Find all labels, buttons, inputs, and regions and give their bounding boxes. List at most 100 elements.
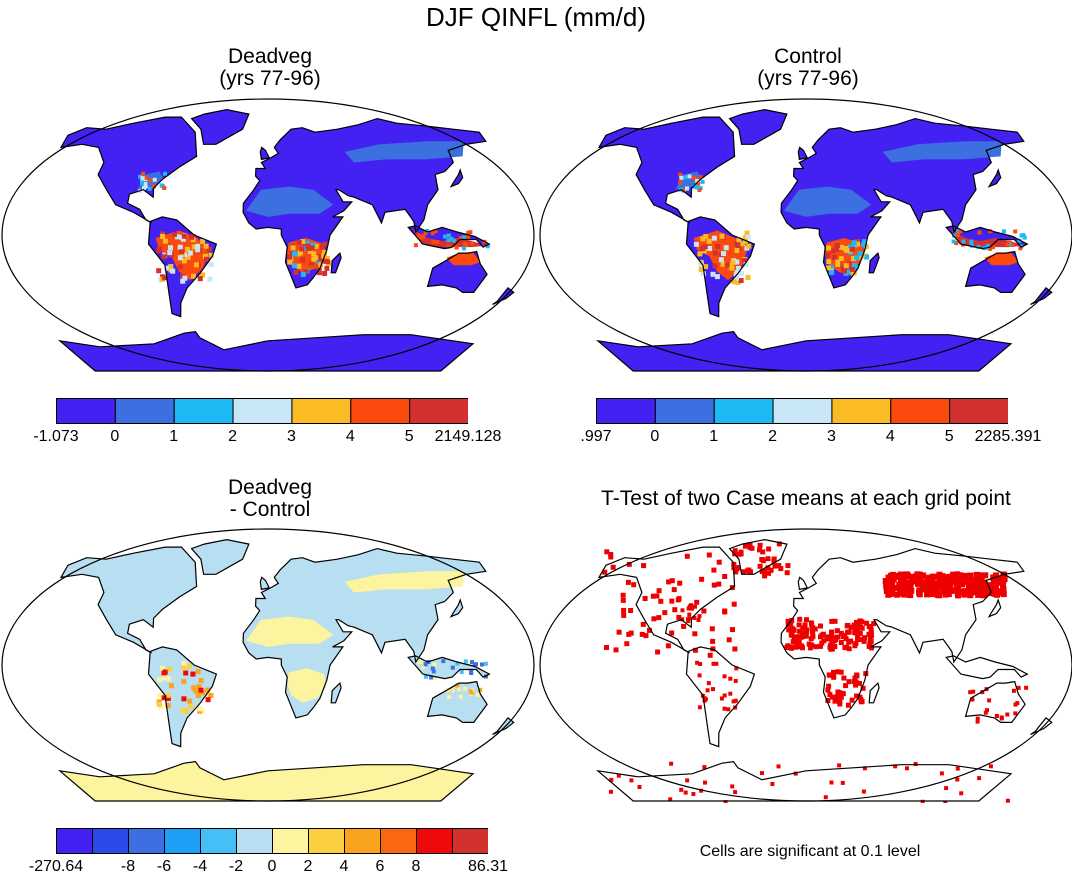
grid-cell — [157, 692, 163, 698]
grid-cell — [702, 765, 707, 770]
colorbar-box — [344, 828, 381, 854]
grid-cell — [429, 675, 434, 680]
grid-cell — [177, 264, 183, 270]
grid-cell — [835, 669, 841, 675]
colorbar-box — [291, 398, 352, 424]
grid-cell — [945, 591, 952, 598]
coastline — [987, 168, 1002, 188]
deadveg-title: Deadveg (yrs 77-96) — [10, 46, 530, 90]
coastline — [330, 251, 342, 274]
grid-cell — [908, 587, 915, 594]
grid-cell — [905, 766, 909, 771]
grid-cell — [686, 606, 691, 611]
grid-cell — [835, 262, 841, 267]
grid-cell — [292, 251, 298, 257]
grid-cell — [711, 661, 716, 666]
grid-cell — [796, 622, 802, 628]
grid-cell — [474, 662, 478, 667]
grid-cell — [760, 558, 766, 564]
grid-cell — [784, 570, 790, 576]
coastline — [597, 116, 736, 224]
grid-cell — [435, 240, 440, 245]
grid-cell — [994, 576, 1001, 583]
grid-cell — [693, 241, 699, 247]
region-sahara — [784, 186, 872, 217]
grid-cell — [746, 567, 752, 573]
land-madagascar — [869, 253, 880, 273]
grid-cell — [956, 572, 963, 579]
grid-cell — [799, 630, 805, 636]
grid-cell — [829, 641, 835, 647]
grid-cell — [697, 673, 702, 678]
grid-cell — [854, 625, 860, 631]
grid-cell — [462, 235, 467, 240]
grid-cell — [897, 590, 904, 597]
grid-cell — [143, 181, 148, 186]
grid-cell — [832, 644, 838, 649]
grid-cell — [647, 627, 652, 633]
grid-cell — [198, 678, 204, 684]
grid-cell — [990, 578, 997, 585]
grid-cell — [796, 635, 802, 641]
grid-cell — [731, 699, 736, 704]
grid-cell — [757, 542, 763, 548]
grid-cell — [711, 567, 717, 573]
grid-cell — [719, 696, 724, 701]
grid-cell — [771, 558, 777, 564]
diff-title: Deadveg - Control — [10, 477, 530, 521]
grid-cell — [760, 549, 766, 555]
grid-cell — [846, 646, 852, 652]
coastline — [945, 225, 1029, 250]
grid-cell — [182, 275, 188, 281]
grid-cell — [903, 582, 910, 589]
control-colorbar — [596, 398, 1008, 424]
coastline — [259, 146, 271, 161]
coastline — [797, 146, 809, 161]
grid-cell — [855, 635, 861, 641]
grid-cell — [197, 276, 203, 282]
grid-cell — [446, 238, 451, 243]
grid-cell — [631, 582, 637, 588]
coastline — [426, 680, 488, 723]
grid-cell — [712, 250, 718, 256]
grid-cell — [851, 256, 856, 261]
coastline — [945, 655, 1029, 680]
colorbar-box — [200, 828, 237, 854]
grid-cell — [620, 597, 626, 603]
grid-cell — [810, 634, 816, 640]
grid-cell — [894, 591, 900, 598]
grid-cell — [287, 259, 293, 265]
land-northAmerica — [61, 117, 197, 223]
grid-cell — [484, 674, 488, 679]
grid-cell — [828, 636, 834, 642]
grid-cell — [697, 251, 703, 257]
grid-cell — [887, 586, 894, 593]
grid-cell — [997, 589, 1003, 596]
control-title-line1: Control — [774, 45, 842, 68]
grid-cell — [840, 780, 845, 785]
colorbar-box — [890, 398, 951, 424]
grid-cell — [714, 274, 720, 280]
grid-cell — [807, 645, 813, 651]
grid-cell — [147, 186, 152, 191]
grid-cell — [797, 628, 803, 634]
grid-cell — [744, 230, 750, 236]
grid-cell — [954, 575, 960, 582]
grid-cell — [696, 181, 701, 186]
grid-cell — [678, 180, 683, 185]
diff-map — [1, 528, 535, 802]
grid-cell — [829, 632, 835, 638]
grid-cell — [300, 239, 306, 244]
grid-cell — [804, 627, 809, 633]
coastline — [728, 108, 788, 145]
grid-cell — [413, 243, 418, 248]
grid-cell — [716, 581, 722, 587]
coastline — [868, 681, 880, 704]
grid-cell — [958, 229, 963, 234]
grid-cell — [469, 671, 474, 675]
grid-cell — [830, 248, 836, 254]
grid-cell — [156, 268, 162, 274]
grid-cell — [831, 674, 837, 680]
grid-cell — [686, 619, 691, 623]
coastline — [57, 331, 475, 372]
